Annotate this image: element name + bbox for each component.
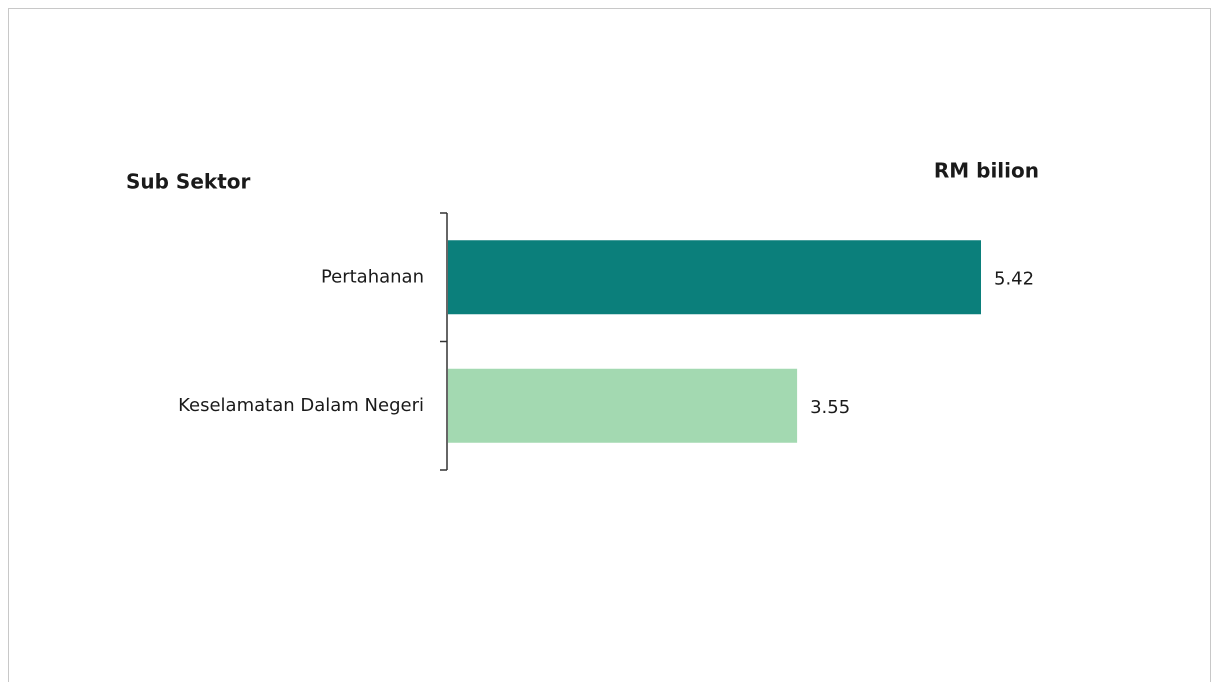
bar (448, 368, 798, 443)
value-axis-label: RM bilion (934, 159, 1039, 183)
bar (448, 240, 981, 315)
value-label: 3.55 (810, 397, 850, 418)
value-label: 5.42 (994, 268, 1034, 289)
frame (8, 8, 1211, 682)
category-label: Pertahanan (321, 266, 424, 287)
category-axis-label: Sub Sektor (126, 170, 250, 194)
category-label: Keselamatan Dalam Negeri (178, 395, 424, 416)
